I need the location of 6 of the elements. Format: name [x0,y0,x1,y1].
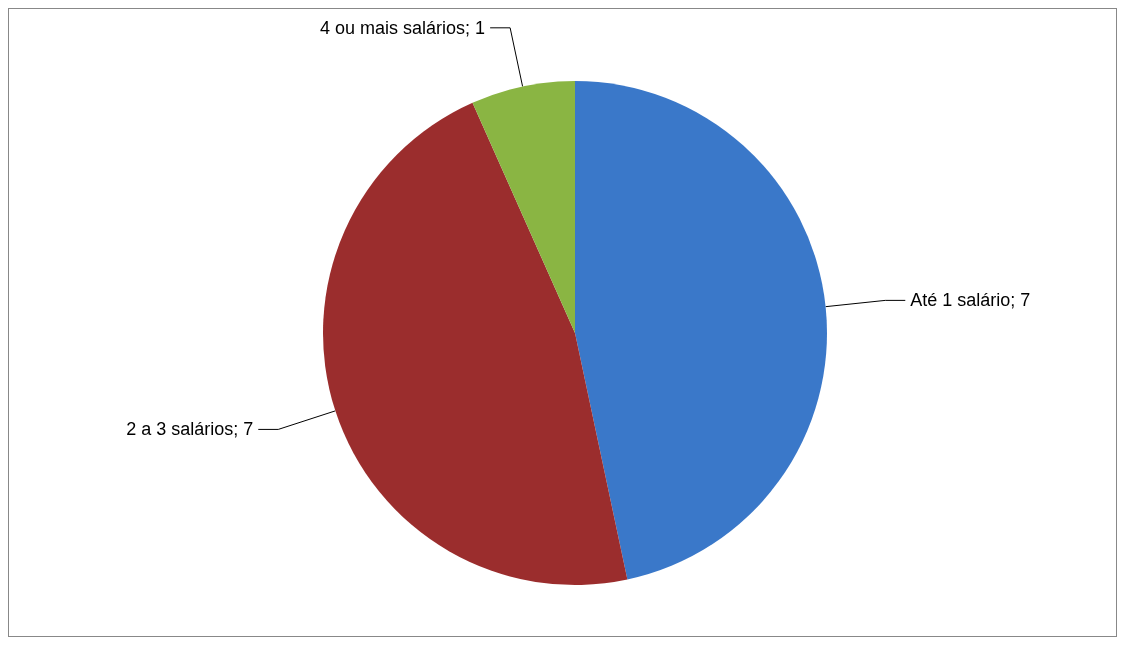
data-label: ; 1 [465,17,486,38]
data-label: ; 7 [1010,290,1031,311]
data-label: ; 7 [233,419,254,440]
slice-label: 2 a 3 salários [126,419,234,440]
slice-label: Até 1 salário [910,290,1011,311]
slice-label: 4 ou mais salários [320,17,466,38]
